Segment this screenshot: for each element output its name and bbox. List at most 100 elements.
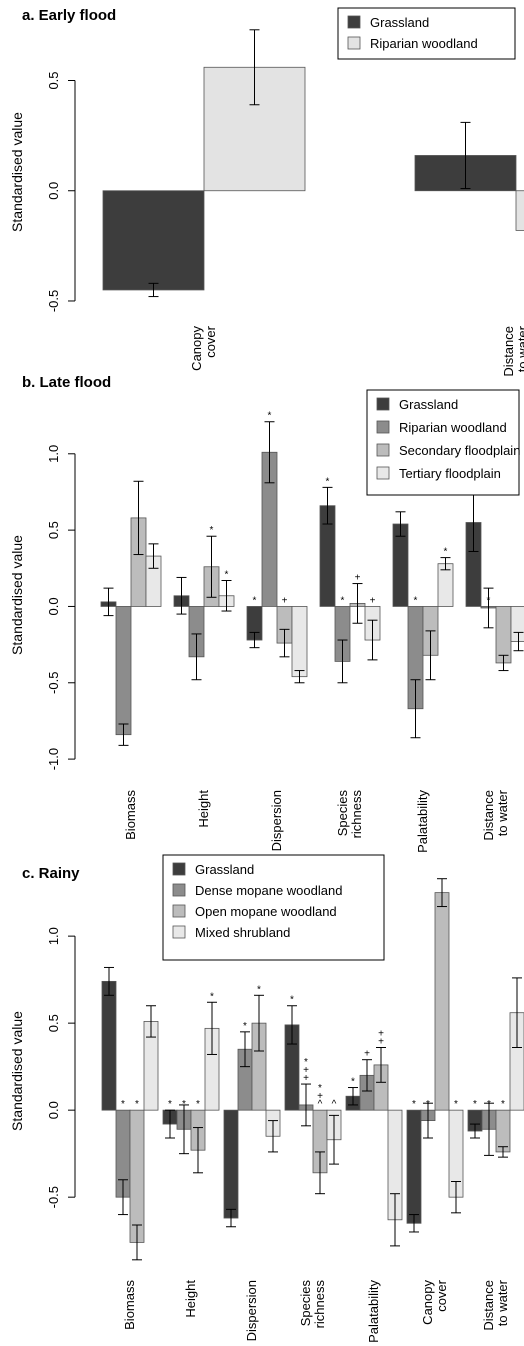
significance-marker: * xyxy=(454,1099,458,1110)
legend-label: Tertiary floodplain xyxy=(399,466,501,481)
significance-marker: * xyxy=(341,595,345,606)
legend-box xyxy=(162,854,385,961)
legend-box xyxy=(337,7,516,60)
significance-marker: * xyxy=(444,547,448,558)
legend-swatch xyxy=(172,862,186,876)
x-category-label: Canopy xyxy=(420,1280,435,1325)
significance-marker: * xyxy=(135,1099,139,1110)
significance-marker: + xyxy=(317,1091,323,1102)
x-category-label: Biomass xyxy=(123,790,138,840)
legend-swatch xyxy=(172,904,186,918)
legend-label: Grassland xyxy=(370,15,429,30)
significance-marker: * xyxy=(225,569,229,580)
significance-marker: * xyxy=(304,1057,308,1068)
y-tick-label: -0.5 xyxy=(46,672,61,694)
x-category-label: to water xyxy=(515,325,524,372)
x-category-label: cover xyxy=(434,1279,449,1311)
y-tick-label: 0.5 xyxy=(46,71,61,89)
legend-label: Dense mopane woodland xyxy=(195,883,342,898)
bar xyxy=(434,892,450,1111)
x-category-label: Distance xyxy=(501,326,516,377)
significance-marker: * xyxy=(210,991,214,1002)
bar xyxy=(223,1109,239,1219)
significance-marker: * xyxy=(412,1099,416,1110)
bar xyxy=(115,606,132,736)
y-tick-label: -0.5 xyxy=(46,1186,61,1208)
significance-marker: + xyxy=(355,573,361,584)
x-category-label: cover xyxy=(203,325,218,357)
significance-marker: * xyxy=(253,595,257,606)
legend-label: Grassland xyxy=(195,862,254,877)
panel-late-flood: b. Late flood -1.0 -0.5 0.0 0.5 1.0 Standardis… xyxy=(9,374,524,853)
legend-label: Open mopane woodland xyxy=(195,904,337,919)
panel-early-flood: a. Early flood -0.5 0.0 0.5 Standardised val… xyxy=(9,7,524,377)
y-tick-label: 1.0 xyxy=(46,445,61,463)
legend-swatch xyxy=(376,443,390,457)
y-tick-label: 0.5 xyxy=(46,521,61,539)
significance-marker: * xyxy=(318,1083,322,1094)
significance-marker: + xyxy=(378,1037,384,1048)
significance-marker: * xyxy=(243,1021,247,1032)
y-tick-label: -0.5 xyxy=(46,290,61,312)
bar xyxy=(510,606,524,642)
x-category-label: richness xyxy=(349,790,364,839)
significance-marker: * xyxy=(168,1099,172,1110)
x-category-label: to water xyxy=(495,1279,510,1326)
panel-title: b. Late flood xyxy=(22,374,111,391)
legend-swatch xyxy=(172,925,186,939)
panel-rainy: c. Rainy -0.5 0.0 0.5 1.0 Standardised value *… xyxy=(9,854,524,1343)
y-axis-label: Standardised value xyxy=(9,112,25,232)
y-axis-label: Standardised value xyxy=(9,1011,25,1131)
significance-marker: * xyxy=(473,1099,477,1110)
legend-swatch xyxy=(376,466,390,480)
x-category-label: Palatability xyxy=(366,1280,381,1343)
y-tick-label: 0.0 xyxy=(46,597,61,615)
bar xyxy=(515,190,524,231)
bar xyxy=(102,190,205,291)
significance-marker: * xyxy=(121,1099,125,1110)
legend-swatch xyxy=(376,420,390,434)
legend-label: Riparian woodland xyxy=(399,420,507,435)
legend-swatch xyxy=(347,36,361,50)
bar xyxy=(291,606,308,678)
significance-marker: * xyxy=(501,1099,505,1110)
bar xyxy=(495,606,512,664)
significance-marker: * xyxy=(210,525,214,536)
legend-box xyxy=(366,389,520,496)
significance-marker: + xyxy=(378,1029,384,1040)
significance-marker: * xyxy=(182,1099,186,1110)
x-category-label: Distance xyxy=(481,1280,496,1331)
significance-marker: ^ xyxy=(332,1099,337,1110)
significance-marker: * xyxy=(414,595,418,606)
significance-marker: + xyxy=(303,1065,309,1076)
panel-title: c. Rainy xyxy=(22,865,80,882)
x-category-label: Dispersion xyxy=(269,790,284,851)
significance-marker: ^ xyxy=(318,1099,323,1110)
significance-marker: + xyxy=(364,1049,370,1060)
x-category-label: Height xyxy=(196,790,211,828)
y-axis-label: Standardised value xyxy=(9,535,25,655)
significance-marker: * xyxy=(326,476,330,487)
x-category-label: Canopy xyxy=(189,326,204,371)
bar xyxy=(129,1109,145,1243)
x-category-label: Species xyxy=(298,1280,313,1327)
significance-marker: * xyxy=(487,595,491,606)
legend-swatch xyxy=(347,15,361,29)
x-category-label: Dispersion xyxy=(244,1280,259,1341)
bar xyxy=(495,1109,511,1153)
x-category-label: Palatability xyxy=(415,790,430,853)
x-category-label: to water xyxy=(495,789,510,836)
y-tick-label: 1.0 xyxy=(46,927,61,945)
significance-marker: * xyxy=(268,411,272,422)
x-category-label: Species xyxy=(335,790,350,837)
legend-label: Grassland xyxy=(399,397,458,412)
legend-swatch xyxy=(376,397,390,411)
bar xyxy=(101,980,117,1111)
legend-label: Mixed shrubland xyxy=(195,925,290,940)
significance-marker: * xyxy=(257,984,261,995)
y-tick-label: 0.0 xyxy=(46,1101,61,1119)
significance-marker: * xyxy=(290,995,294,1006)
significance-marker: + xyxy=(303,1073,309,1084)
x-category-label: Biomass xyxy=(122,1280,137,1330)
